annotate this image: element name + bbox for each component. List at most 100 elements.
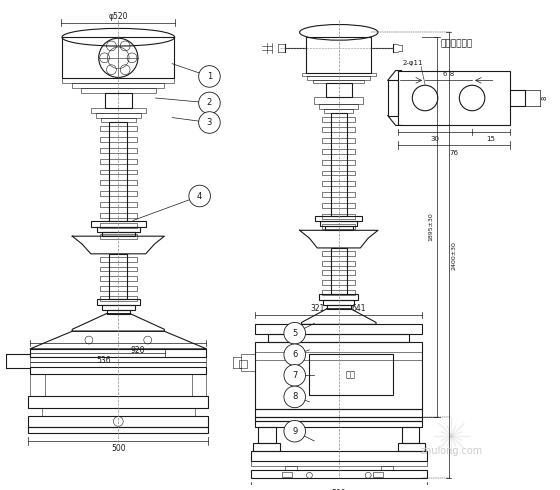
- Bar: [325, 226, 353, 230]
- Bar: [322, 270, 356, 275]
- Text: 2-φ11: 2-φ11: [403, 60, 423, 66]
- Circle shape: [199, 66, 220, 87]
- Bar: [100, 148, 137, 153]
- Text: 1895±30: 1895±30: [428, 213, 433, 241]
- Bar: [322, 261, 356, 266]
- Bar: [100, 170, 137, 174]
- Bar: [239, 360, 246, 368]
- Bar: [30, 349, 207, 357]
- Bar: [101, 305, 135, 310]
- Text: 4: 4: [197, 192, 202, 200]
- Bar: [30, 357, 207, 362]
- Bar: [319, 104, 358, 109]
- Bar: [314, 80, 364, 83]
- Bar: [258, 427, 276, 443]
- Text: 5: 5: [292, 329, 297, 338]
- Bar: [322, 224, 356, 229]
- Text: 3: 3: [207, 118, 212, 127]
- Text: 15: 15: [486, 136, 495, 142]
- Bar: [285, 466, 297, 470]
- Bar: [255, 324, 422, 334]
- Bar: [322, 251, 356, 256]
- Text: zhulong.com: zhulong.com: [421, 446, 483, 456]
- Bar: [320, 221, 357, 226]
- Bar: [282, 472, 292, 477]
- Bar: [331, 113, 347, 216]
- Bar: [322, 127, 356, 132]
- Text: 8: 8: [542, 96, 548, 100]
- Bar: [255, 342, 422, 409]
- Bar: [322, 192, 356, 197]
- Circle shape: [199, 92, 220, 114]
- Text: 6: 6: [292, 350, 297, 359]
- Bar: [315, 216, 362, 221]
- Text: 8: 8: [292, 392, 297, 401]
- Circle shape: [199, 112, 220, 133]
- Bar: [192, 374, 207, 396]
- Bar: [241, 354, 255, 371]
- Bar: [100, 180, 137, 185]
- Bar: [322, 290, 356, 295]
- Bar: [306, 37, 371, 73]
- Bar: [105, 93, 132, 108]
- Text: 1: 1: [207, 72, 212, 81]
- Bar: [323, 300, 354, 305]
- Bar: [30, 367, 207, 374]
- Bar: [100, 159, 137, 164]
- Bar: [331, 248, 347, 294]
- Bar: [327, 305, 351, 309]
- Bar: [28, 427, 208, 433]
- Bar: [322, 203, 356, 208]
- Bar: [100, 276, 137, 281]
- Bar: [42, 408, 195, 416]
- Bar: [255, 409, 422, 416]
- Bar: [62, 37, 174, 78]
- Text: 641: 641: [351, 304, 366, 313]
- Bar: [100, 257, 137, 262]
- Bar: [30, 374, 45, 396]
- Bar: [81, 88, 156, 93]
- Bar: [100, 286, 137, 291]
- Bar: [319, 294, 358, 300]
- Circle shape: [284, 420, 305, 442]
- Bar: [250, 451, 427, 461]
- Text: 2: 2: [207, 98, 212, 107]
- Bar: [250, 461, 427, 465]
- Bar: [301, 73, 376, 76]
- Bar: [322, 181, 356, 186]
- Bar: [100, 234, 137, 239]
- Bar: [100, 223, 137, 228]
- Text: φ520: φ520: [109, 12, 128, 21]
- Bar: [307, 76, 370, 80]
- Circle shape: [189, 185, 211, 207]
- Bar: [373, 472, 383, 477]
- Bar: [255, 421, 422, 427]
- Text: 一次端子尺寸: 一次端子尺寸: [440, 40, 473, 49]
- Bar: [398, 71, 510, 125]
- Bar: [30, 362, 207, 367]
- Bar: [322, 171, 356, 175]
- Text: 76: 76: [449, 150, 458, 156]
- Bar: [402, 427, 419, 443]
- Bar: [101, 118, 136, 122]
- Circle shape: [284, 365, 305, 386]
- Bar: [91, 108, 146, 113]
- Bar: [268, 334, 409, 342]
- Bar: [309, 354, 393, 395]
- Text: 铭牌: 铭牌: [346, 370, 356, 379]
- Bar: [100, 126, 137, 131]
- Text: 920: 920: [130, 346, 145, 355]
- Text: 536: 536: [96, 356, 111, 365]
- Bar: [100, 213, 137, 218]
- Text: 321: 321: [310, 304, 324, 313]
- Bar: [100, 267, 137, 271]
- Bar: [100, 202, 137, 207]
- Bar: [97, 299, 140, 305]
- Circle shape: [284, 322, 305, 344]
- Bar: [398, 443, 425, 451]
- Bar: [100, 191, 137, 196]
- Bar: [109, 122, 127, 220]
- Bar: [28, 416, 208, 427]
- Bar: [106, 310, 130, 314]
- Bar: [62, 78, 174, 83]
